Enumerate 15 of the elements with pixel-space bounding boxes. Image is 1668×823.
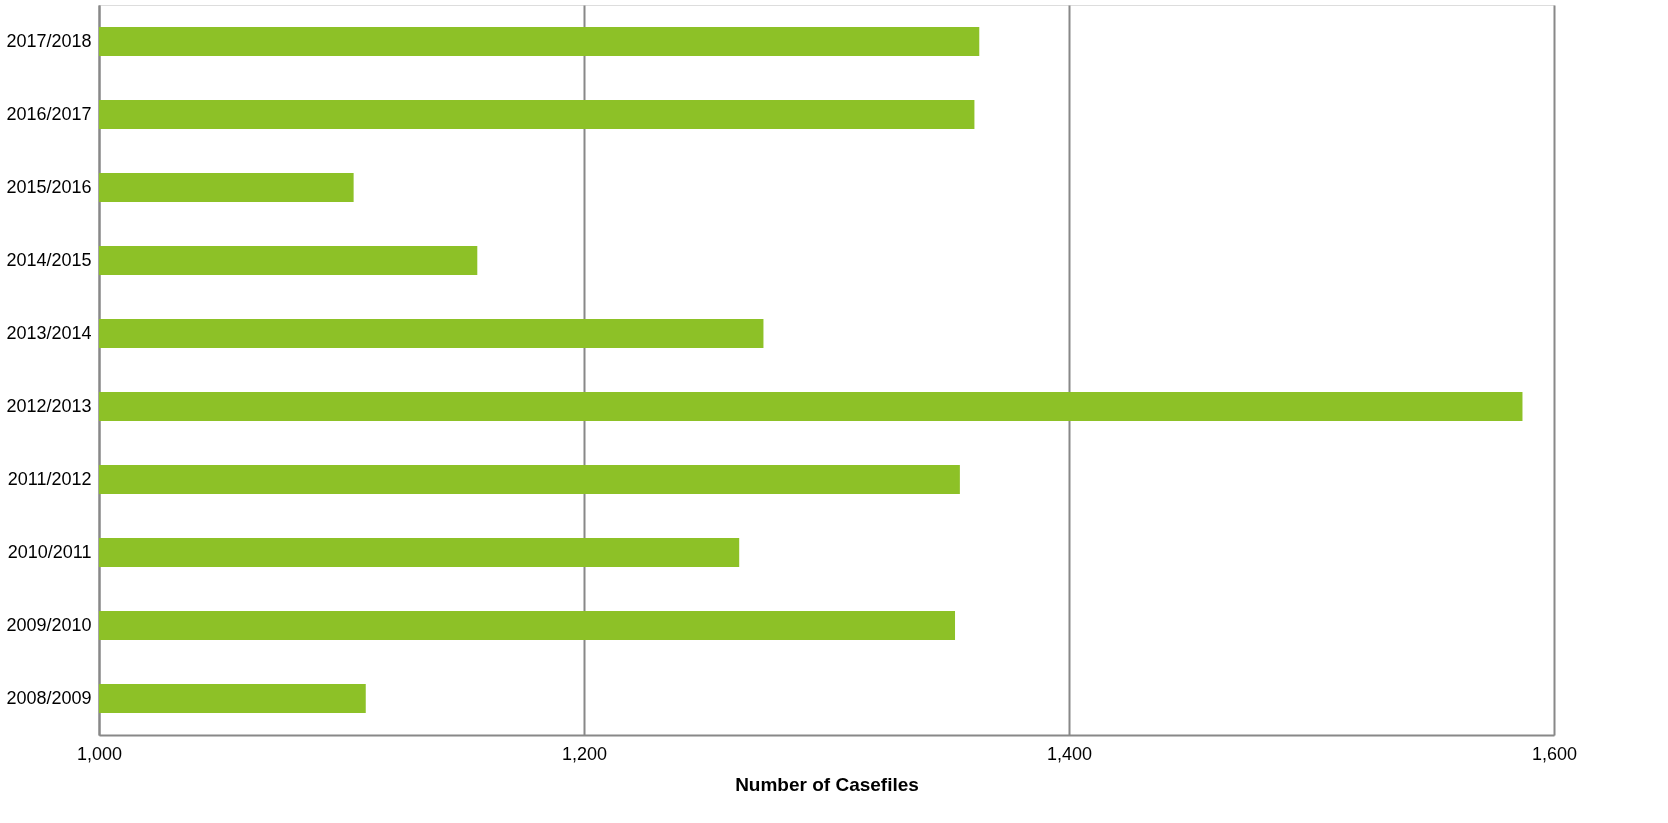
y-tick-label: 2008/2009 [6,687,92,708]
y-tick-label: 2010/2011 [7,541,92,562]
y-tick-label: 2016/2017 [6,103,92,124]
x-tick-label: 1,400 [1046,743,1093,764]
y-tick-label: 2009/2010 [6,614,92,635]
y-tick-label: 2013/2014 [6,322,92,343]
y-tick-label: 2011/2012 [7,468,92,489]
y-tick-label: 2015/2016 [6,176,92,197]
y-tick-label: 2012/2013 [6,395,92,416]
y-tick-label: 2014/2015 [6,249,92,270]
x-tick-label: 1,600 [1531,743,1578,764]
x-tick-label: 1,000 [76,743,123,764]
x-tick-label: 1,200 [561,743,608,764]
x-axis-title: Number of Casefiles [735,773,919,795]
y-tick-label: 2017/2018 [6,30,92,51]
